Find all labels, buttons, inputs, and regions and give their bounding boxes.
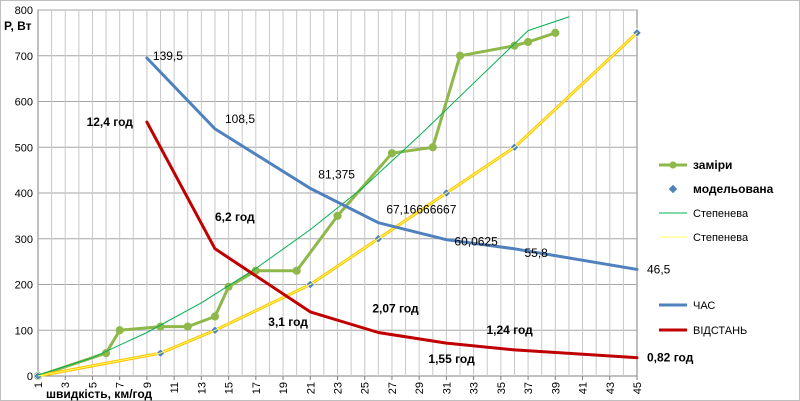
series-line-3 (37, 32, 638, 377)
x-tick-label: 25 (360, 382, 372, 394)
x-tick-label: 15 (224, 382, 236, 394)
x-tick-label: 23 (333, 382, 345, 394)
legend-swatch-marker (669, 161, 677, 169)
y-axis-title: P, Вт (4, 19, 32, 33)
x-tick-label: 5 (87, 382, 99, 388)
series-line-4 (145, 56, 639, 271)
y-tick-label: 100 (15, 325, 33, 337)
x-tick-label: 11 (169, 382, 181, 393)
time-annotation: 60,0625 (454, 235, 498, 249)
legend-entry: заміри (659, 158, 732, 172)
x-tick-label: 9 (142, 382, 154, 388)
y-tick-label: 300 (15, 234, 33, 246)
y-tick-label: 500 (15, 142, 33, 154)
distance-annotation: 2,07 год (372, 302, 419, 316)
series-line-2 (37, 16, 570, 376)
series-line-0 (36, 31, 557, 378)
data-point-circle (210, 312, 220, 321)
y-tick-label: 200 (15, 280, 33, 292)
y-tick-label: 400 (15, 188, 33, 200)
time-annotation: 81,375 (318, 167, 355, 181)
time-annotation: 67,16666667 (386, 203, 456, 217)
legend-entry: модельована (668, 182, 774, 196)
data-point-circle (333, 211, 342, 220)
data-point-circle (551, 28, 560, 37)
x-tick-label: 37 (523, 382, 535, 394)
x-tick-label: 27 (387, 382, 399, 394)
x-tick-label: 39 (550, 382, 562, 394)
time-annotation: 139,5 (153, 49, 183, 63)
y-tick-label: 600 (15, 97, 33, 109)
series-line-5 (145, 120, 639, 360)
x-tick-label: 29 (414, 382, 426, 394)
legend-entry: Степенева (659, 232, 749, 244)
distance-annotation: 0,82 год (647, 351, 694, 365)
data-point-circle (510, 41, 519, 50)
x-tick-label: 21 (305, 382, 317, 394)
legend: заміри модельована Степенева Степенева ЧАС ВІ… (659, 158, 774, 337)
data-point-circle (183, 322, 192, 331)
data-point-circle (115, 326, 124, 335)
data-point-circle (455, 51, 465, 60)
x-tick-label: 31 (441, 382, 453, 394)
legend-label: Степенева (693, 208, 749, 220)
x-tick-label: 17 (251, 382, 263, 394)
x-tick-label: 45 (632, 382, 644, 394)
x-tick-label: 33 (469, 382, 481, 394)
legend-label: ВІДСТАНЬ (693, 325, 747, 337)
legend-label: Степенева (693, 232, 749, 244)
legend-entry: ВІДСТАНЬ (659, 325, 747, 337)
x-axis-title: швидкість, км/год (46, 387, 153, 401)
data-point-circle (387, 149, 397, 158)
y-tick-label: 800 (15, 5, 33, 17)
distance-annotation: 12,4 год (87, 115, 134, 129)
series-group (33, 16, 642, 381)
x-tick-label: 35 (496, 382, 508, 394)
data-point-circle (292, 266, 301, 275)
distance-annotation: 1,24 год (486, 323, 533, 337)
time-annotation: 55,8 (524, 246, 548, 260)
y-tick-label: 0 (27, 371, 33, 383)
distance-annotation: 1,55 год (428, 352, 475, 366)
time-annotation: 46,5 (647, 262, 671, 276)
x-tick-label: 7 (115, 382, 127, 388)
legend-label: ЧАС (693, 300, 715, 312)
x-tick-label: 1 (33, 382, 45, 388)
x-tick-label: 13 (196, 382, 208, 394)
distance-annotation: 3,1 год (268, 315, 308, 329)
y-tick-label: 700 (15, 51, 33, 63)
grid (37, 9, 638, 377)
time-annotation: 108,5 (225, 112, 255, 126)
distance-annotation: 6,2 год (215, 210, 255, 224)
legend-label: модельована (693, 182, 774, 196)
x-tick-label: 43 (605, 382, 617, 394)
data-point-circle (523, 37, 533, 47)
annotations-group: 139,5 108,5 81,375 67,16666667 60,0625 55,8 46… (87, 49, 694, 366)
x-tick-label: 41 (578, 382, 590, 394)
x-tick-label: 3 (60, 382, 72, 388)
legend-label: заміри (693, 158, 732, 172)
data-point-circle (428, 143, 437, 152)
legend-swatch-marker (668, 184, 678, 194)
legend-entry: ЧАС (659, 300, 715, 312)
legend-entry: Степенева (659, 208, 749, 220)
x-tick-label: 19 (278, 382, 290, 394)
